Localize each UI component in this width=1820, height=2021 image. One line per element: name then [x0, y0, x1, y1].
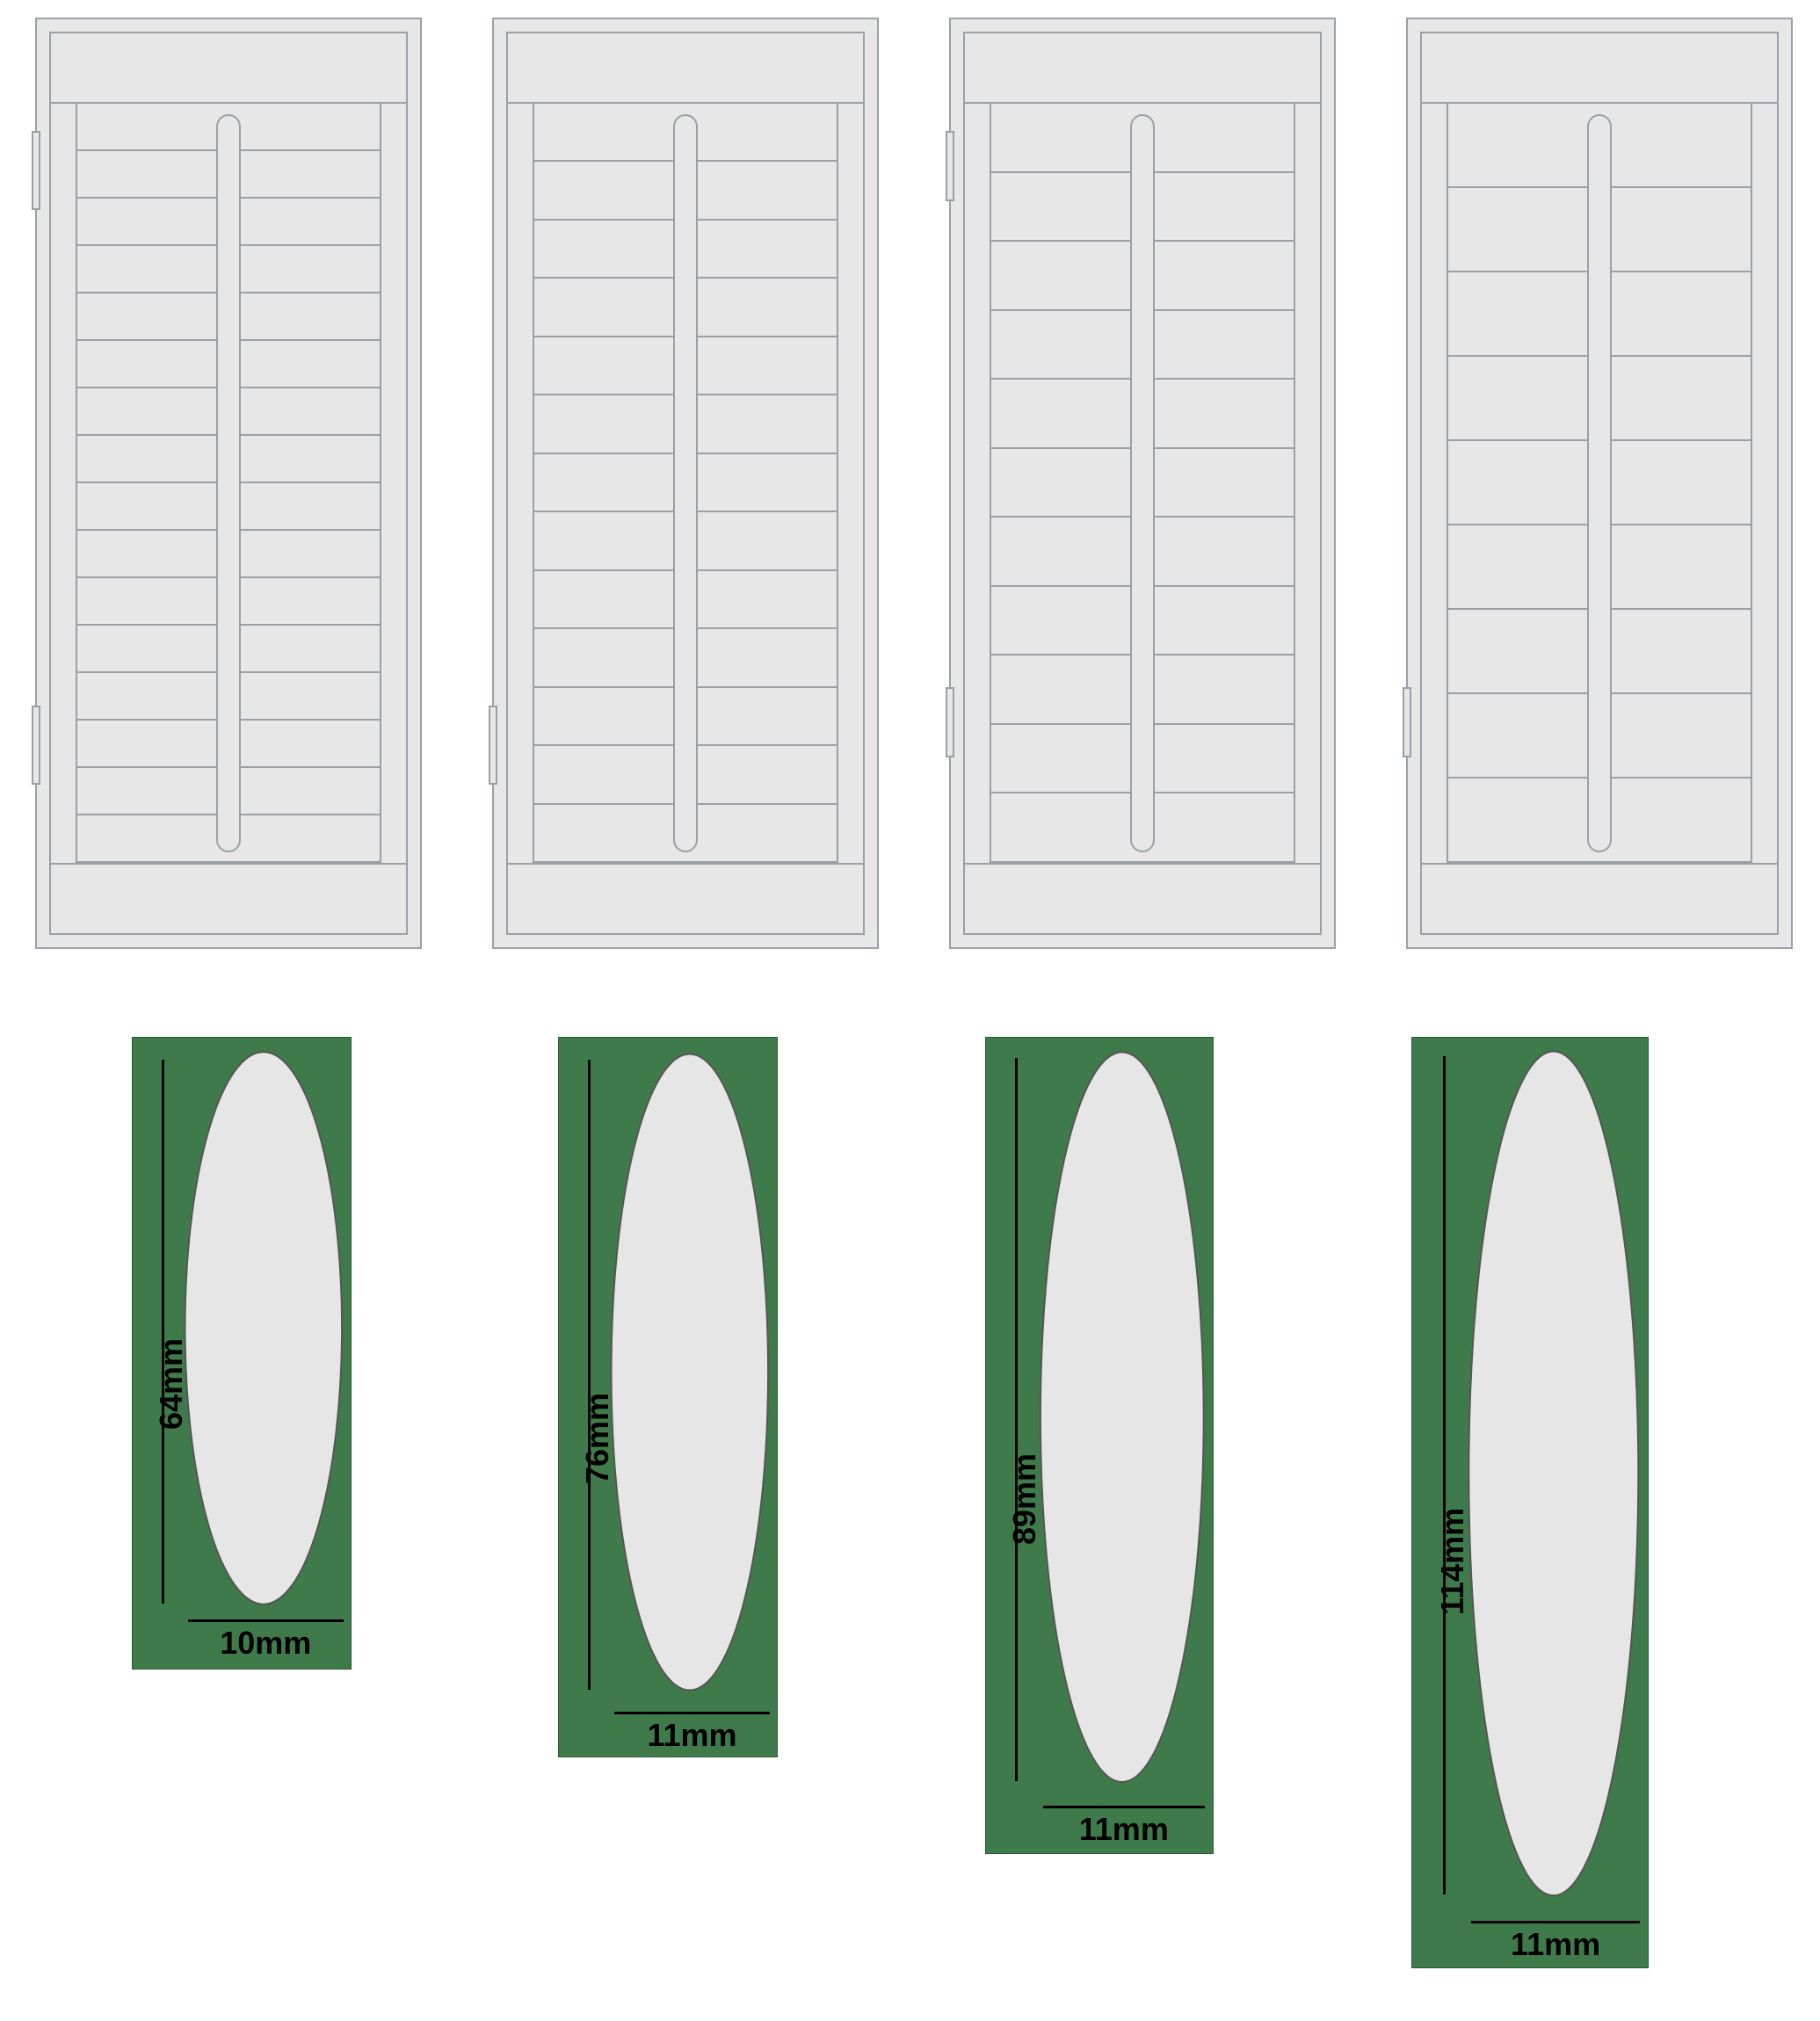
width-dimension-line: [1471, 1921, 1640, 1923]
width-dimension-label: 11mm: [1471, 1926, 1640, 1963]
profile-cell: 89mm 11mm: [985, 1037, 1411, 1854]
hinge: [946, 131, 954, 201]
left-stile: [508, 104, 534, 863]
bottom-rail: [965, 863, 1320, 933]
bottom-rail: [51, 863, 406, 933]
slats-stack: [991, 104, 1294, 863]
width-dimension-line: [188, 1619, 344, 1622]
height-dimension-label: 76mm: [579, 1393, 616, 1484]
profile-svg: [1412, 1038, 1648, 1967]
louver-zone: [965, 104, 1320, 863]
louver-zone: [508, 104, 863, 863]
slats-stack: [1448, 104, 1751, 863]
shutter-panel: [492, 18, 879, 949]
hinge: [489, 706, 497, 785]
tilt-rod: [216, 114, 241, 852]
shutter-panel: [35, 18, 422, 949]
louver-profiles-row: 64mm 10mm 76mm 11mm 89mm 11mm 114mm 11mm: [18, 1037, 1820, 2003]
profile-svg: [986, 1038, 1213, 1853]
right-stile: [1294, 104, 1320, 863]
profile-cell: 114mm 11mm: [1411, 1037, 1820, 1968]
right-stile: [837, 104, 863, 863]
left-stile: [1422, 104, 1448, 863]
width-dimension-label: 11mm: [1043, 1811, 1206, 1848]
width-dimension-line: [1043, 1806, 1206, 1808]
bottom-rail: [1422, 863, 1777, 933]
hinge: [32, 131, 40, 210]
width-dimension-label: 10mm: [188, 1625, 344, 1662]
left-stile: [965, 104, 991, 863]
height-dimension-label: 114mm: [1434, 1508, 1471, 1615]
shutter-panel: [949, 18, 1336, 949]
shutter-panel: [1406, 18, 1793, 949]
louver-zone: [1422, 104, 1777, 863]
hinge: [946, 687, 954, 757]
height-dimension-line: [162, 1060, 164, 1604]
top-rail: [965, 33, 1320, 104]
height-dimension-line: [588, 1060, 591, 1691]
hinge: [32, 706, 40, 785]
shutters-row: [18, 18, 1820, 949]
louver-profile: 64mm 10mm: [132, 1037, 352, 1670]
louver-cross-section-icon: [612, 1054, 769, 1691]
left-stile: [51, 104, 77, 863]
right-stile: [1751, 104, 1777, 863]
hinge: [1403, 687, 1411, 757]
louver-cross-section-icon: [1040, 1052, 1203, 1782]
height-dimension-label: 64mm: [153, 1338, 190, 1430]
height-dimension-line: [1443, 1056, 1446, 1894]
shutter-inner-frame: [49, 32, 408, 935]
slats-stack: [534, 104, 837, 863]
right-stile: [380, 104, 406, 863]
louver-zone: [51, 104, 406, 863]
shutter-inner-frame: [963, 32, 1322, 935]
louver-profile: 89mm 11mm: [985, 1037, 1214, 1854]
bottom-rail: [508, 863, 863, 933]
height-dimension-line: [1015, 1058, 1018, 1781]
louver-cross-section-icon: [185, 1052, 343, 1604]
top-rail: [1422, 33, 1777, 104]
shutter-inner-frame: [506, 32, 865, 935]
tilt-rod: [1587, 114, 1612, 852]
width-dimension-label: 11mm: [614, 1717, 771, 1754]
tilt-rod: [673, 114, 698, 852]
shutter-inner-frame: [1420, 32, 1779, 935]
louver-profile: 76mm 11mm: [558, 1037, 778, 1757]
diagram-root: 64mm 10mm 76mm 11mm 89mm 11mm 114mm 11mm: [18, 18, 1820, 2003]
width-dimension-line: [614, 1712, 771, 1714]
height-dimension-label: 89mm: [1006, 1453, 1043, 1545]
louver-profile: 114mm 11mm: [1411, 1037, 1649, 1968]
top-rail: [508, 33, 863, 104]
profile-cell: 76mm 11mm: [558, 1037, 984, 1757]
slats-stack: [77, 104, 380, 863]
profile-cell: 64mm 10mm: [132, 1037, 558, 1670]
top-rail: [51, 33, 406, 104]
louver-cross-section-icon: [1468, 1052, 1638, 1896]
tilt-rod: [1130, 114, 1155, 852]
